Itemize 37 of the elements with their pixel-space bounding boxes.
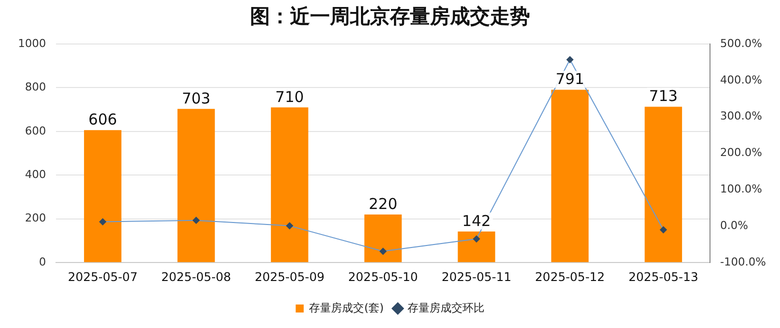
data-label: 710	[275, 88, 304, 106]
data-label: 606	[88, 110, 118, 129]
y2-tick-label: 200.0%	[720, 146, 762, 160]
y-tick-label: 400	[24, 168, 46, 182]
bar	[84, 130, 122, 262]
legend-label: 存量房成交(套)	[309, 301, 384, 314]
x-tick-label: 2025-05-07	[68, 270, 138, 284]
y2-tick-label: 400.0%	[720, 73, 762, 86]
x-tick-label: 2025-05-10	[348, 270, 418, 284]
y2-tick-label: 0.0%	[720, 219, 748, 232]
y-tick-label: 200	[24, 212, 46, 225]
bar	[270, 107, 308, 262]
y2-tick-label: -100.0%	[720, 255, 766, 268]
bar	[177, 108, 215, 262]
data-label: 703	[182, 89, 210, 108]
data-label: 220	[368, 194, 398, 213]
y-tick-label: 600	[24, 124, 46, 138]
y2-tick-label: 100.0%	[720, 182, 762, 196]
data-label: 791	[556, 70, 584, 88]
y-tick-label: 1000	[18, 36, 46, 50]
bar	[364, 214, 402, 262]
x-tick-label: 2025-05-13	[628, 270, 698, 284]
y2-tick-label: 500.0%	[720, 36, 762, 50]
y2-tick-label: 300.0%	[720, 110, 762, 123]
x-tick-label: 2025-05-09	[254, 270, 324, 284]
data-label: 713	[649, 87, 678, 106]
x-tick-label: 2025-05-12	[535, 270, 605, 284]
chart-title: 图：近一周北京存量房成交走势	[250, 4, 530, 28]
bar	[644, 106, 682, 262]
x-tick-label: 2025-05-08	[161, 270, 232, 284]
bar	[458, 232, 496, 262]
legend-label: 存量房成交环比	[407, 301, 484, 314]
data-label: 142	[462, 212, 491, 230]
y-tick-label: 0	[38, 255, 46, 268]
x-tick-label: 2025-05-11	[442, 270, 512, 284]
y-tick-label: 800	[24, 80, 46, 94]
bar	[551, 90, 589, 262]
